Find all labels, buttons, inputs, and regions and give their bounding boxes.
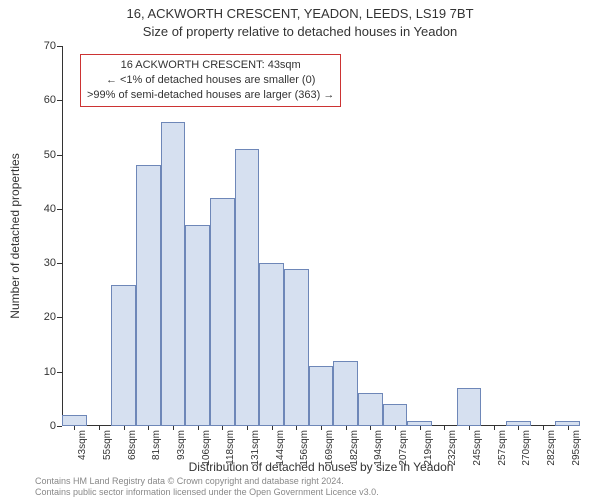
x-tick-label: 219sqm (423, 430, 434, 466)
x-tick-mark (370, 426, 371, 430)
histogram-bar (457, 388, 482, 426)
x-tick-mark (148, 426, 149, 430)
y-tick-label: 30 (26, 257, 56, 269)
histogram-bar (235, 149, 260, 426)
x-tick-label: 169sqm (324, 430, 335, 466)
x-tick-label: 182sqm (349, 430, 360, 466)
histogram-bar (185, 225, 210, 426)
x-tick-label: 156sqm (299, 430, 310, 466)
histogram-bar (333, 361, 358, 426)
y-tick-mark (57, 317, 62, 318)
x-tick-mark (222, 426, 223, 430)
info-box-line3: >99% of semi-detached houses are larger … (87, 88, 334, 103)
y-tick-mark (57, 46, 62, 47)
y-tick-label: 70 (26, 40, 56, 52)
footer-line2: Contains public sector information licen… (35, 487, 595, 498)
histogram-bar (383, 404, 408, 426)
x-tick-label: 245sqm (472, 430, 483, 466)
x-tick-mark (173, 426, 174, 430)
x-tick-label: 118sqm (225, 430, 236, 465)
info-box-line1: 16 ACKWORTH CRESCENT: 43sqm (87, 58, 334, 73)
y-tick-label: 50 (26, 149, 56, 161)
info-box-line2: ← <1% of detached houses are smaller (0) (87, 73, 334, 88)
histogram-bar (259, 263, 284, 426)
histogram-bar (309, 366, 334, 426)
chart-title-sub: Size of property relative to detached ho… (0, 24, 600, 39)
y-tick-label: 20 (26, 311, 56, 323)
x-tick-mark (296, 426, 297, 430)
x-tick-label: 232sqm (447, 430, 458, 466)
x-tick-label: 207sqm (398, 430, 409, 466)
y-axis-label: Number of detached properties (8, 46, 24, 426)
x-tick-mark (518, 426, 519, 430)
y-tick-mark (57, 100, 62, 101)
y-tick-mark (57, 209, 62, 210)
x-tick-label: 295sqm (571, 430, 582, 466)
y-tick-label: 0 (26, 420, 56, 432)
x-tick-mark (272, 426, 273, 430)
y-tick-label: 10 (26, 366, 56, 378)
footer-line1: Contains HM Land Registry data © Crown c… (35, 476, 595, 487)
x-tick-mark (99, 426, 100, 430)
x-tick-label: 55sqm (102, 430, 113, 460)
y-tick-mark (57, 372, 62, 373)
y-tick-mark (57, 155, 62, 156)
y-tick-label: 40 (26, 203, 56, 215)
x-tick-label: 144sqm (275, 430, 286, 466)
x-tick-mark (494, 426, 495, 430)
x-tick-label: 106sqm (201, 430, 212, 466)
x-tick-mark (444, 426, 445, 430)
x-tick-label: 68sqm (127, 430, 138, 460)
x-tick-mark (543, 426, 544, 430)
histogram-bar (161, 122, 186, 426)
x-tick-mark (247, 426, 248, 430)
histogram-bar (284, 269, 309, 426)
x-tick-mark (346, 426, 347, 430)
x-tick-mark (124, 426, 125, 430)
x-tick-label: 131sqm (250, 430, 261, 466)
footer-attribution: Contains HM Land Registry data © Crown c… (35, 476, 595, 498)
x-tick-mark (198, 426, 199, 430)
x-tick-label: 81sqm (151, 430, 162, 460)
y-tick-label: 60 (26, 94, 56, 106)
histogram-bar (358, 393, 383, 426)
histogram-bar (210, 198, 235, 426)
chart-container: 16, ACKWORTH CRESCENT, YEADON, LEEDS, LS… (0, 0, 600, 500)
x-tick-mark (568, 426, 569, 430)
chart-title-main: 16, ACKWORTH CRESCENT, YEADON, LEEDS, LS… (0, 6, 600, 21)
x-tick-label: 270sqm (521, 430, 532, 466)
x-tick-label: 93sqm (176, 430, 187, 460)
histogram-bar (62, 415, 87, 426)
info-box: 16 ACKWORTH CRESCENT: 43sqm ← <1% of det… (80, 54, 341, 107)
x-tick-label: 282sqm (546, 430, 557, 466)
x-tick-mark (74, 426, 75, 430)
y-tick-mark (57, 426, 62, 427)
x-tick-mark (321, 426, 322, 430)
x-tick-label: 43sqm (77, 430, 88, 460)
y-tick-mark (57, 263, 62, 264)
x-tick-mark (469, 426, 470, 430)
x-tick-mark (420, 426, 421, 430)
histogram-bar (111, 285, 136, 426)
y-axis-line (62, 46, 63, 426)
histogram-bar (136, 165, 161, 426)
x-tick-label: 194sqm (373, 430, 384, 466)
x-tick-label: 257sqm (497, 430, 508, 466)
x-tick-mark (395, 426, 396, 430)
